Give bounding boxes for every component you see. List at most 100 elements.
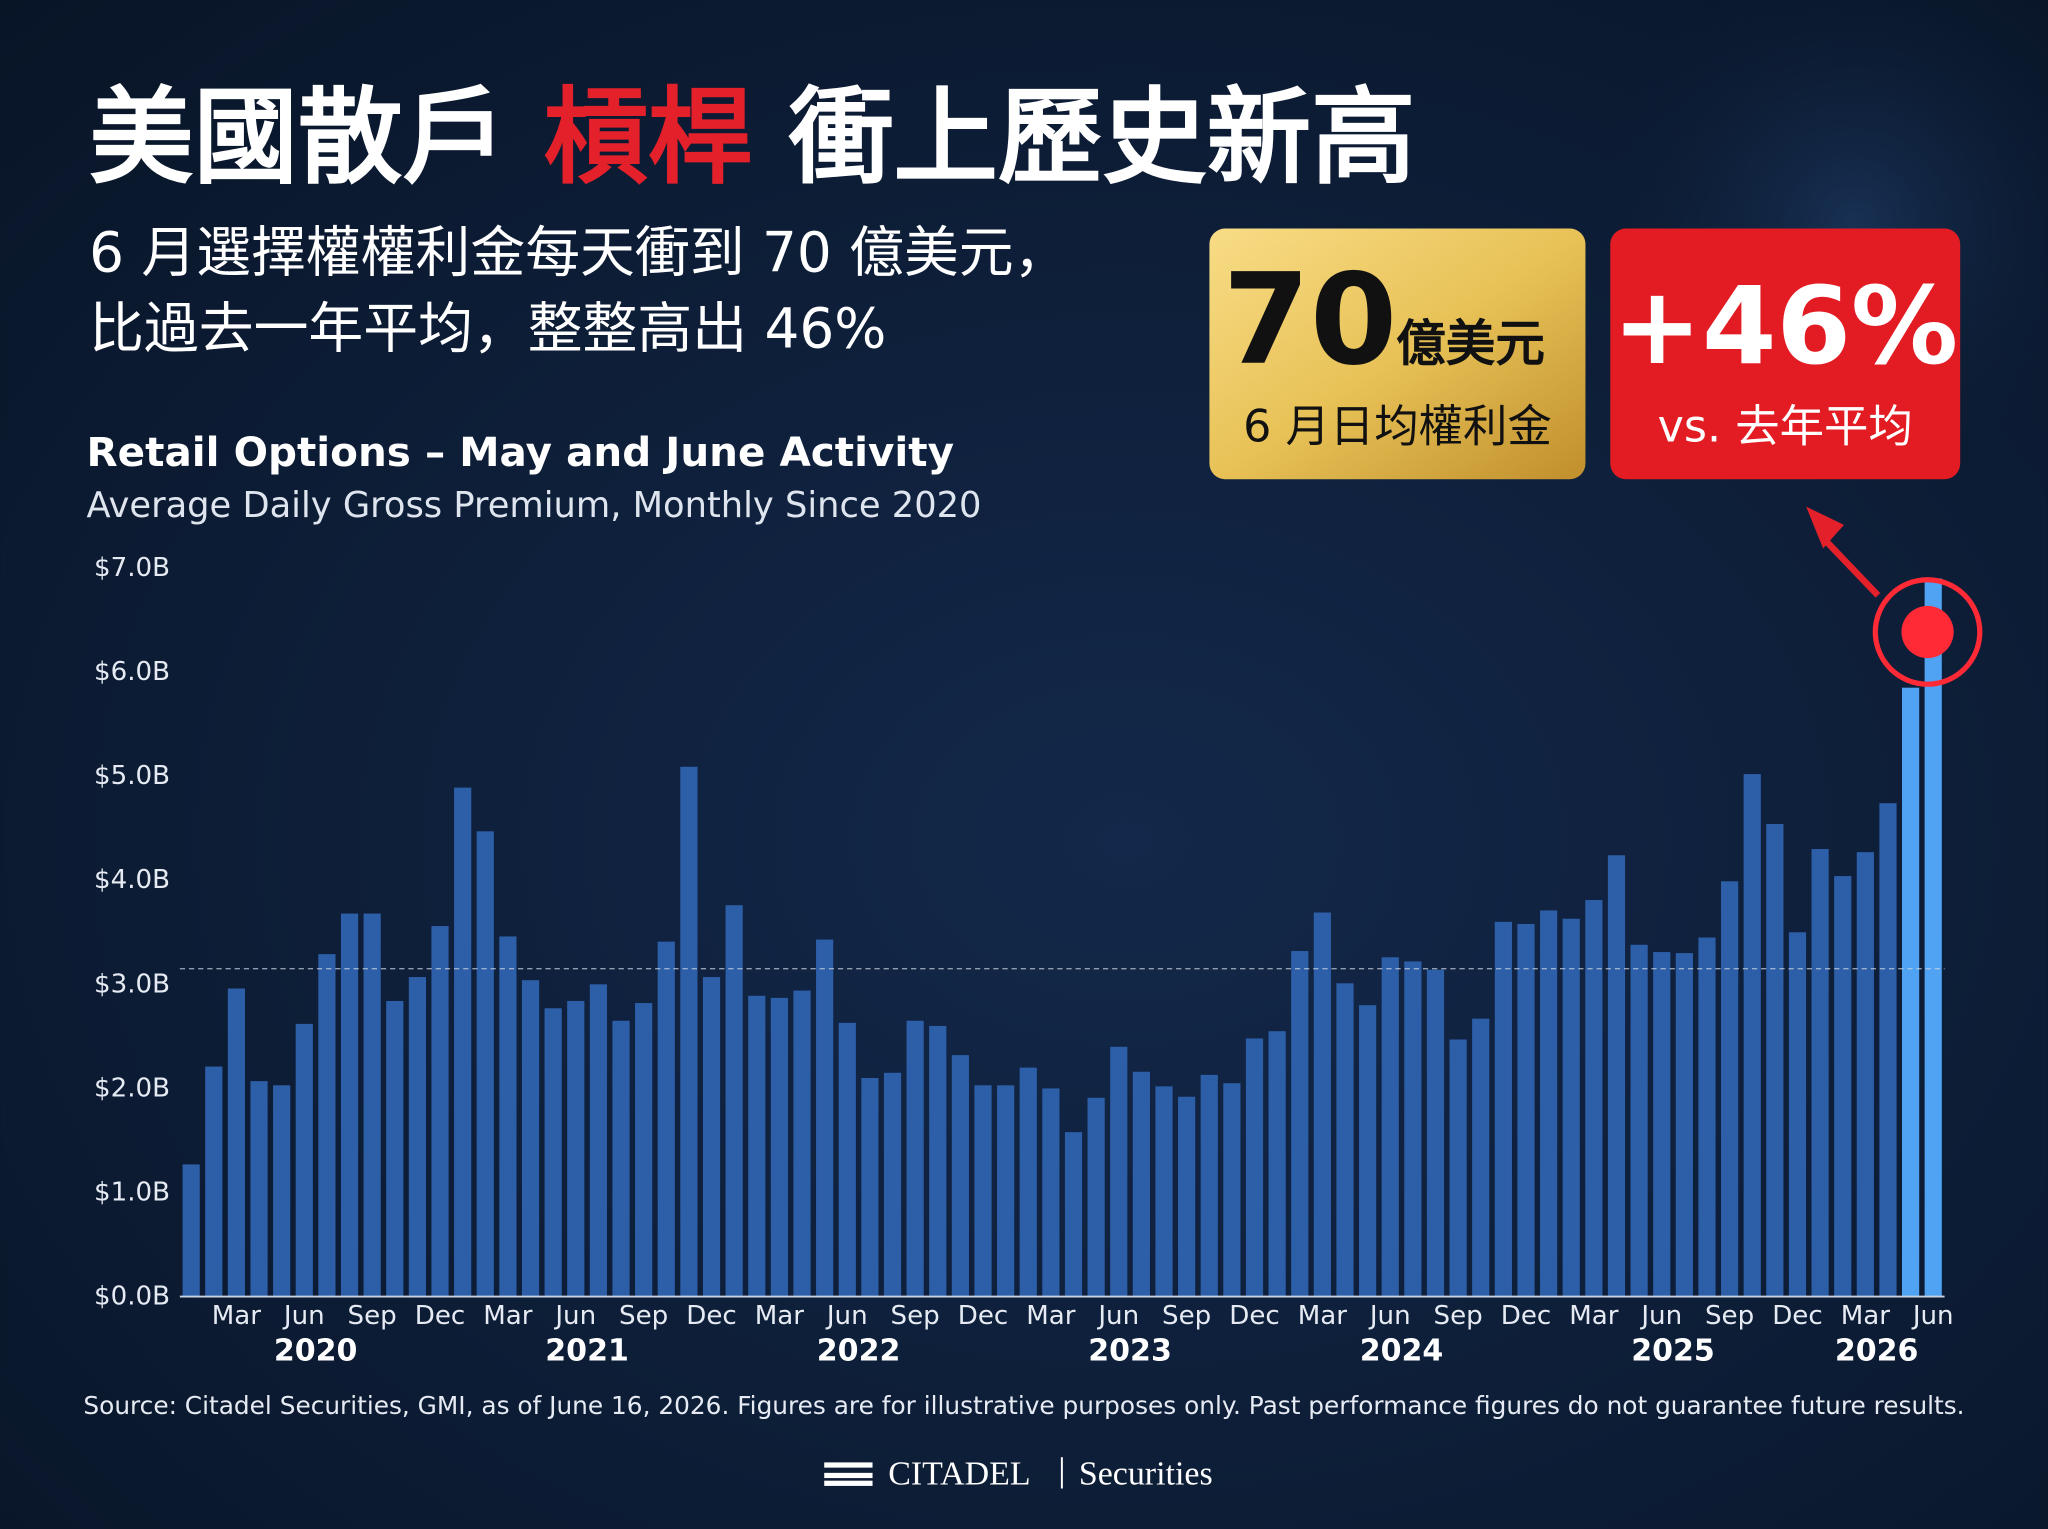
bar xyxy=(929,1025,947,1297)
x-tick-label: Sep xyxy=(1705,1301,1754,1331)
bar xyxy=(1268,1031,1286,1297)
bar xyxy=(589,984,607,1297)
bar xyxy=(997,1085,1015,1297)
bar xyxy=(1472,1018,1490,1297)
bar xyxy=(906,1020,924,1297)
bar xyxy=(1426,969,1445,1297)
x-tick-label: Sep xyxy=(348,1301,397,1331)
headline: 美國散戶 槓桿 衝上歷史新高 xyxy=(89,77,1415,199)
bar xyxy=(544,1008,562,1297)
bar xyxy=(612,1020,630,1297)
bar xyxy=(1517,923,1535,1297)
year-label: 2021 xyxy=(545,1334,629,1369)
bar xyxy=(635,1003,653,1297)
bar xyxy=(793,990,811,1297)
bar xyxy=(1110,1046,1128,1297)
bar xyxy=(1721,881,1739,1297)
subheadline: 6 月選擇權權利金每天衝到 70 億美元， xyxy=(89,221,1068,285)
brand-division: Securities xyxy=(1079,1456,1213,1493)
logo-bar xyxy=(824,1480,873,1486)
highlight-dot xyxy=(1901,605,1954,659)
x-tick-label: Mar xyxy=(1569,1301,1619,1331)
bar xyxy=(1404,961,1422,1297)
subheadline: 比過去一年平均，整整高出 46% xyxy=(89,296,886,360)
bar xyxy=(1856,852,1874,1297)
bar xyxy=(408,977,427,1297)
callout-box xyxy=(1209,228,1586,480)
bar xyxy=(363,913,381,1297)
y-tick-label: $2.0B xyxy=(94,1073,170,1103)
bar xyxy=(816,939,834,1297)
y-tick-label: $5.0B xyxy=(94,761,170,791)
bar xyxy=(340,913,359,1297)
y-tick-label: $3.0B xyxy=(94,969,170,999)
y-tick-label: $1.0B xyxy=(94,1177,170,1207)
bar xyxy=(1585,900,1603,1297)
bar xyxy=(1336,983,1354,1297)
bar xyxy=(951,1055,969,1297)
bar xyxy=(1924,578,1942,1297)
bar xyxy=(431,926,449,1297)
bar xyxy=(1042,1088,1060,1297)
x-tick-label: Mar xyxy=(1026,1301,1076,1331)
bar xyxy=(1381,957,1399,1297)
headline-part: 衝上歷史新高 xyxy=(788,77,1416,199)
highlight-ring xyxy=(1872,577,1983,687)
bar xyxy=(725,905,743,1297)
x-tick-label: Sep xyxy=(891,1301,940,1331)
x-tick-label: Mar xyxy=(1298,1301,1348,1331)
bar xyxy=(182,1164,200,1297)
year-label: 2022 xyxy=(817,1334,901,1369)
arrow-head xyxy=(1806,506,1844,549)
x-tick-label: Jun xyxy=(282,1301,325,1331)
arrow-shaft xyxy=(1820,535,1881,598)
x-tick-label: Dec xyxy=(1772,1301,1823,1331)
x-tick-label: Dec xyxy=(686,1301,737,1331)
bar xyxy=(1788,932,1807,1297)
bar xyxy=(1811,849,1829,1297)
brand-name: CITADEL xyxy=(888,1456,1030,1493)
callout-number: 70 xyxy=(1223,247,1397,393)
plot-area: $0.0B $1.0B $2.0B $3.0B $4.0B $5.0B $6.0B $7.0B… xyxy=(94,553,1954,1369)
callout-box xyxy=(1610,228,1961,480)
y-tick-label: $7.0B xyxy=(94,553,170,583)
year-label: 2024 xyxy=(1360,1334,1444,1369)
x-tick-label: Jun xyxy=(1096,1301,1139,1331)
source-note: Source: Citadel Securities, GMI, as of J… xyxy=(83,1391,1964,1420)
callout-caption: vs. 去年平均 xyxy=(1658,401,1913,452)
bar xyxy=(1064,1132,1083,1297)
bar xyxy=(386,1000,404,1297)
bar xyxy=(1245,1038,1264,1297)
x-tick-label: Jun xyxy=(825,1301,868,1331)
x-tick-label: Mar xyxy=(755,1301,805,1331)
bar xyxy=(1359,1005,1377,1297)
bar xyxy=(295,1023,313,1297)
x-tick-label: Sep xyxy=(1434,1301,1483,1331)
year-label: 2025 xyxy=(1631,1334,1715,1369)
y-tick-label: $6.0B xyxy=(94,657,170,687)
x-tick-label: Jun xyxy=(553,1301,596,1331)
bar xyxy=(476,831,494,1297)
bar xyxy=(1834,876,1852,1297)
bar xyxy=(1449,1039,1467,1297)
callout-number: +46% xyxy=(1612,265,1958,389)
bar xyxy=(227,988,246,1297)
x-tick-label: Dec xyxy=(1501,1301,1552,1331)
x-tick-label: Mar xyxy=(483,1301,533,1331)
bar xyxy=(1313,912,1331,1297)
bar xyxy=(838,1022,856,1297)
y-tick-label: $0.0B xyxy=(94,1282,170,1312)
bar xyxy=(1675,953,1693,1297)
year-label: 2020 xyxy=(274,1334,358,1369)
logo-bar xyxy=(824,1472,873,1479)
headline-highlight: 槓桿 xyxy=(543,77,752,199)
bar xyxy=(499,936,517,1297)
bar xyxy=(883,1072,902,1297)
bar xyxy=(521,980,540,1297)
bar xyxy=(680,766,698,1297)
logo: CITADEL Securities xyxy=(824,1456,1213,1493)
bar xyxy=(1743,774,1761,1297)
bar xyxy=(1653,952,1671,1297)
bar xyxy=(1494,921,1512,1297)
